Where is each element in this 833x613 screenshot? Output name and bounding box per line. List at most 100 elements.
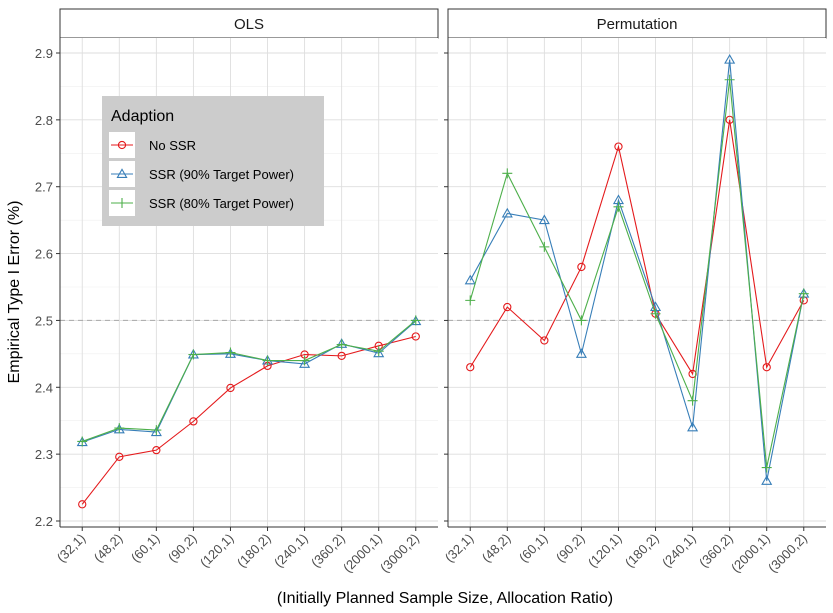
x-tick-label: (120,1) (197, 531, 237, 571)
data-point (151, 425, 162, 436)
data-point (115, 452, 124, 461)
data-point (761, 462, 772, 473)
y-tick-label: 2.4 (35, 380, 53, 395)
data-point (724, 53, 736, 64)
x-tick-label: (32,1) (54, 531, 89, 566)
legend-key-marker (117, 198, 127, 208)
x-tick-label: (2000,1) (340, 531, 385, 576)
panel-strip-label: OLS (234, 16, 264, 33)
data-point (189, 417, 198, 426)
data-point (466, 363, 475, 372)
y-tick-label: 2.6 (35, 247, 53, 262)
x-tick-label: (2000,1) (728, 531, 773, 576)
data-point (77, 436, 88, 447)
panels-layer: OLS(32,1) (48,2) (60,1) (90,2)(120,1)(180,2… (54, 8, 827, 576)
data-point (225, 347, 236, 358)
legend-entry-ssr-80-target-power: SSR (80% Target Power) (109, 190, 294, 216)
x-tick-label: (120,1) (585, 531, 625, 571)
data-point (650, 308, 661, 319)
y-tick-label: 2.2 (35, 514, 53, 529)
data-point (373, 347, 385, 358)
x-tick-label: (32,1) (442, 531, 477, 566)
data-point (114, 423, 125, 434)
panel-permutation: Permutation (32,1) (48,2) (60,1) (90,2)(120,… (442, 8, 827, 576)
x-tick-label: (240,1) (659, 531, 699, 571)
data-point (539, 241, 550, 252)
data-point (538, 214, 550, 225)
legend-entry-no-ssr: No SSR (109, 132, 196, 158)
panel-strip-label: Permutation (597, 16, 678, 33)
data-point (575, 348, 587, 358)
legend-key-marker (117, 140, 127, 150)
x-tick-label: (60,1) (516, 531, 551, 566)
series-line (82, 320, 417, 443)
x-tick-label: (48,2) (479, 531, 514, 566)
data-point (373, 346, 384, 357)
series-line (469, 79, 805, 468)
x-tick-label: (240,1) (271, 531, 311, 571)
data-point (262, 355, 273, 366)
data-point (299, 358, 311, 368)
y-tick-label: 2.8 (35, 113, 53, 128)
x-tick-label: (90,2) (165, 531, 200, 566)
data-point (577, 262, 586, 272)
data-point (152, 445, 161, 455)
data-point (761, 475, 773, 485)
data-point (502, 168, 513, 179)
data-point (411, 332, 420, 341)
x-tick-label: (60,1) (128, 531, 163, 566)
series-ssr-80-target-power (465, 74, 809, 473)
data-point (337, 351, 346, 361)
x-tick-label: (3000,2) (765, 531, 810, 576)
y-tick-label: 2.9 (35, 46, 53, 61)
y-tick-label: 2.5 (35, 313, 53, 328)
legend-entry-ssr-90-target-power: SSR (90% Target Power) (109, 161, 294, 187)
panel-strip (447, 8, 827, 39)
x-tick-label: (90,2) (553, 531, 588, 566)
data-point (798, 288, 809, 299)
data-point (299, 355, 310, 366)
data-point (614, 142, 623, 151)
legend-background (102, 96, 324, 226)
y-axis-title: Empirical Type I Error (%) (6, 201, 23, 384)
legend-entry-label: No SSR (149, 138, 196, 153)
y-axis: 2.2 2.3 2.4 2.5 2.6 2.7 2.8 2.9 (35, 38, 449, 529)
panel-strip (59, 8, 439, 39)
y-tick-label: 2.7 (35, 180, 53, 195)
data-point (724, 74, 735, 85)
data-point (336, 339, 347, 350)
data-point (687, 421, 699, 432)
data-point (687, 395, 698, 406)
data-point (540, 336, 549, 345)
data-point (188, 349, 199, 360)
legend: Adaption No SSR SSR (90% Target Power) SSR… (102, 96, 324, 226)
x-tick-label: (48,2) (91, 531, 126, 566)
series-line (469, 119, 805, 376)
series-line (81, 335, 416, 505)
data-point (762, 363, 771, 372)
series-ssr-80-target-power (77, 315, 421, 447)
series-line (82, 320, 417, 442)
series-no-ssr (78, 332, 420, 509)
data-point (465, 295, 476, 306)
data-point (150, 426, 162, 437)
x-tick-label: (3000,2) (377, 531, 422, 576)
legend-title: Adaption (111, 108, 174, 125)
x-tick-label: (180,2) (234, 531, 274, 571)
data-point (576, 315, 587, 326)
y-tick-label: 2.3 (35, 447, 53, 462)
data-point (410, 315, 421, 326)
x-axis-title: (Initially Planned Sample Size, Allocati… (277, 590, 613, 607)
data-point (226, 383, 235, 393)
legend-key-marker (116, 168, 128, 178)
data-point (613, 201, 624, 212)
data-point (78, 500, 87, 509)
legend-entry-label: SSR (90% Target Power) (149, 167, 294, 182)
x-tick-label: (180,2) (622, 531, 662, 571)
data-point (503, 302, 512, 312)
data-point (501, 207, 513, 218)
legend-entry-label: SSR (80% Target Power) (149, 196, 294, 211)
data-point (464, 274, 476, 285)
panel-ols: OLS (32,1) (48,2) (60,1) (90,2)(120,1)(180,2… (54, 8, 439, 576)
